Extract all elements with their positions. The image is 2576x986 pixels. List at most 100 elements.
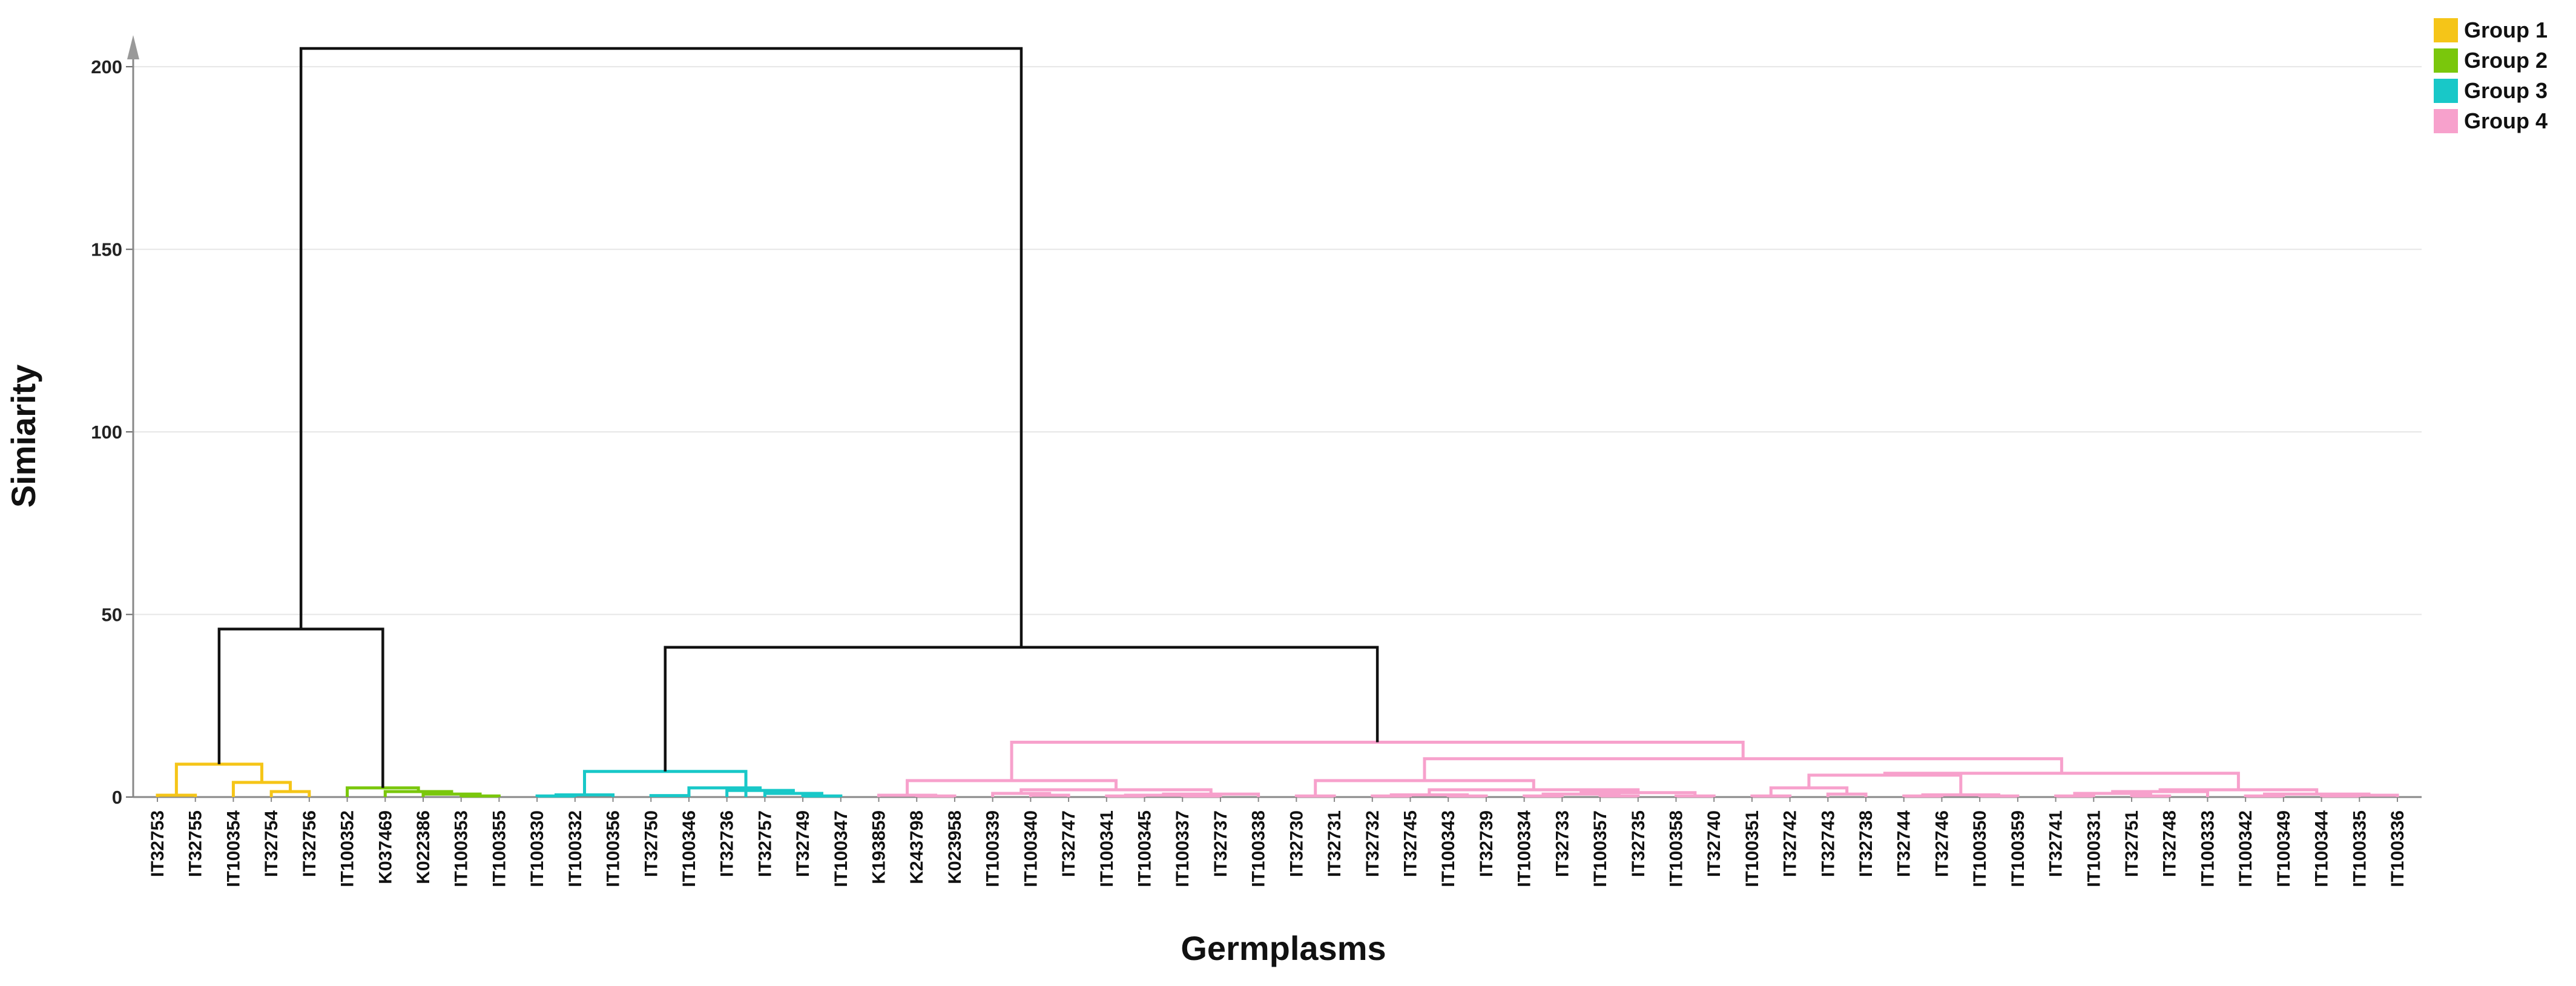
leaf-label-IT32745: IT32745	[1400, 810, 1420, 877]
leaf-label-IT100330: IT100330	[527, 810, 547, 887]
dendrogram-link-14	[687, 786, 762, 797]
leaf-label-IT32756: IT32756	[300, 810, 320, 877]
leaf-label-IT100338: IT100338	[1249, 810, 1269, 887]
dendrogram-link-33	[1674, 794, 1716, 798]
leaf-label-IT32741: IT32741	[2046, 810, 2066, 877]
leaf-label-IT100345: IT100345	[1135, 810, 1155, 887]
leaf-label-IT32754: IT32754	[262, 810, 282, 877]
leaf-label-IT100344: IT100344	[2312, 810, 2332, 887]
dendrogram-link-23	[1162, 792, 1260, 797]
leaf-label-IT100353: IT100353	[452, 810, 472, 887]
dendrogram-link-13	[725, 789, 795, 797]
dendrogram-link-38	[1826, 792, 1868, 797]
leaf-label-IT32737: IT32737	[1211, 810, 1231, 877]
leaf-label-K037469: K037469	[375, 810, 395, 884]
dendrogram-link-2	[231, 781, 292, 797]
leaf-label-IT32742: IT32742	[1780, 810, 1800, 877]
dendrogram-link-17	[877, 793, 938, 797]
leaf-label-IT100332: IT100332	[565, 810, 585, 887]
dendrogram-link-3	[174, 763, 263, 795]
leaf-label-IT100341: IT100341	[1097, 810, 1117, 887]
leaf-label-IT32746: IT32746	[1932, 810, 1952, 877]
leaf-label-IT32735: IT32735	[1629, 810, 1649, 877]
leaf-label-IT32753: IT32753	[148, 810, 168, 877]
legend: Group 1 Group 2 Group 3 Group 4	[2434, 18, 2548, 133]
dendrogram-link-1	[269, 790, 311, 797]
y-tick-label-100: 100	[91, 422, 122, 443]
leaf-label-IT32750: IT32750	[641, 810, 661, 877]
dendrogram-link-44	[2054, 794, 2095, 798]
dendrogram-link-48	[2244, 794, 2285, 798]
dendrogram-link-7	[346, 786, 420, 797]
dendrogram-link-55	[1010, 741, 1745, 781]
legend-swatch-1	[2434, 18, 2458, 42]
leaf-label-K243798: K243798	[907, 810, 927, 884]
dendrogram-link-39	[1769, 786, 1849, 796]
leaf-label-IT100340: IT100340	[1021, 810, 1041, 887]
dendrogram-link-54	[1423, 757, 2063, 781]
dendrogram-link-29	[1389, 793, 1469, 796]
dendrogram-link-18	[1029, 793, 1070, 797]
leaf-label-IT100333: IT100333	[2198, 810, 2218, 887]
leaf-label-IT100334: IT100334	[1515, 810, 1535, 887]
dendrogram-link-45	[2130, 794, 2172, 798]
dendrogram-link-30	[1523, 794, 1564, 798]
leaf-label-IT32755: IT32755	[186, 810, 206, 877]
leaf-labels: IT32753 IT32755 IT100354 IT32754 IT32756 IT10…	[148, 797, 2408, 887]
leaf-label-IT32749: IT32749	[793, 810, 813, 877]
leaf-label-IT100346: IT100346	[679, 810, 699, 887]
y-tick-label-0: 0	[112, 787, 122, 808]
legend-swatch-4	[2434, 109, 2458, 133]
dendrogram-link-42	[1921, 793, 2001, 796]
y-axis-arrow-icon	[127, 35, 139, 59]
dendrogram-link-47	[2111, 790, 2209, 797]
leaf-label-IT100359: IT100359	[2008, 810, 2028, 887]
leaf-label-IT32743: IT32743	[1818, 810, 1838, 877]
leaf-label-IT100342: IT100342	[2236, 810, 2256, 887]
dendrogram-link-15	[583, 770, 748, 797]
legend-label-3: Group 3	[2464, 78, 2548, 103]
dendrogram-link-11	[801, 794, 843, 798]
y-axis-title: Simiarity	[4, 365, 42, 508]
dendrogram-link-4	[460, 794, 501, 798]
leaf-label-IT100349: IT100349	[2274, 810, 2294, 887]
leaf-label-K023958: K023958	[945, 810, 965, 884]
leaf-label-IT100357: IT100357	[1590, 810, 1610, 887]
leaf-label-IT100347: IT100347	[831, 810, 851, 887]
leaf-label-IT100337: IT100337	[1173, 810, 1193, 887]
leaf-label-IT100336: IT100336	[2388, 810, 2408, 887]
leaf-label-IT32732: IT32732	[1363, 810, 1383, 877]
leaf-label-IT32744: IT32744	[1894, 810, 1914, 877]
legend-swatch-2	[2434, 48, 2458, 73]
dendrogram-link-43	[1807, 773, 1963, 795]
leaf-label-IT32738: IT32738	[1856, 810, 1876, 877]
dendrogram-link-5	[421, 792, 482, 797]
leaf-label-IT32736: IT32736	[717, 810, 737, 877]
leaf-label-IT100339: IT100339	[983, 810, 1003, 887]
gridlines	[133, 66, 2422, 615]
leaf-label-IT32740: IT32740	[1704, 810, 1724, 877]
leaf-label-IT32747: IT32747	[1059, 810, 1079, 877]
leaf-label-IT100356: IT100356	[604, 810, 624, 887]
leaf-label-K022386: K022386	[413, 810, 433, 884]
dendrogram-link-53	[1883, 772, 2240, 790]
leaf-label-IT32731: IT32731	[1325, 810, 1345, 877]
dendrogram-link-57	[664, 646, 1379, 772]
dendrogram-link-31	[1598, 794, 1640, 798]
dendrogram-link-36	[1314, 779, 1535, 796]
leaf-label-IT32757: IT32757	[755, 810, 775, 877]
leaf-label-IT32751: IT32751	[2122, 810, 2142, 877]
leaf-label-IT100350: IT100350	[1970, 810, 1990, 887]
leaf-label-IT100351: IT100351	[1742, 810, 1762, 887]
leaf-label-IT100354: IT100354	[223, 810, 243, 887]
dendrogram-link-25	[906, 779, 1118, 795]
leaf-label-IT32739: IT32739	[1477, 810, 1497, 877]
leaf-label-IT100335: IT100335	[2350, 810, 2370, 887]
leaf-label-K193859: K193859	[869, 810, 889, 884]
leaf-label-IT32730: IT32730	[1286, 810, 1306, 877]
leaf-label-IT100343: IT100343	[1438, 810, 1458, 887]
leaf-label-IT100352: IT100352	[338, 810, 358, 887]
y-tick-label-200: 200	[91, 56, 122, 78]
dendrogram-link-0	[156, 793, 197, 797]
